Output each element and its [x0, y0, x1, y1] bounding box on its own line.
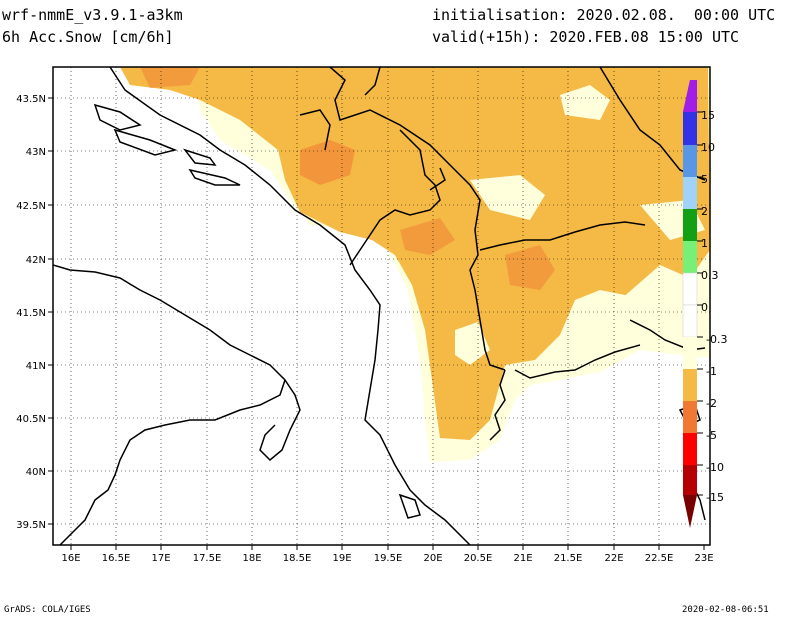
lon-label: 17E	[151, 553, 170, 564]
border-1	[329, 67, 506, 371]
legend-label: 15	[701, 109, 715, 122]
border-8	[489, 369, 506, 441]
valid-time: valid(+15h): 2020.FEB.08 15:00 UTC	[432, 28, 740, 46]
island-2	[113, 128, 178, 156]
lon-label: 20.5E	[464, 553, 493, 564]
lat-labels: 43.5N 43N 42.5N 42N 41.5N 41N 40.5N 40N …	[16, 94, 46, 531]
lon-labels: 16E 16.5E 17E 17.5E 18E 18.5E 19E 19.5E …	[61, 553, 713, 564]
snow-dark-3	[400, 218, 455, 255]
legend-swatch	[683, 337, 697, 369]
border-11	[429, 167, 446, 191]
legend-swatch	[683, 433, 697, 465]
lon-label: 22.5E	[645, 553, 674, 564]
legend-label: -0.3	[706, 333, 727, 346]
island-1	[93, 103, 142, 131]
snow-field	[120, 67, 710, 462]
color-legend: 15 10 5 2 1 0.3 0 -0.3 -1 -2 -5 -10 -15	[682, 80, 727, 528]
axis-ticks	[48, 97, 705, 550]
border-7	[514, 344, 641, 379]
adriatic-east-coast	[109, 67, 471, 545]
snow-orange-area	[120, 67, 710, 440]
border-3	[299, 109, 331, 151]
snow-gap-3	[455, 322, 490, 365]
legend-label: -10	[706, 461, 724, 474]
legend-label: -15	[706, 491, 724, 504]
model-title: wrf-nmmE_v3.9.1-a3km	[2, 6, 183, 24]
island-3	[182, 148, 217, 166]
legend-label: -5	[706, 429, 717, 442]
grid-lines	[53, 67, 710, 545]
lat-label: 43N	[26, 147, 46, 158]
snow-gap-4	[560, 85, 610, 120]
lat-label: 40.5N	[16, 414, 46, 425]
footer-credit: GrADS: COLA/IGES	[4, 605, 91, 615]
snow-dark-4	[140, 67, 200, 88]
legend-swatch	[683, 145, 697, 177]
legend-swatch	[683, 401, 697, 433]
lat-label: 43.5N	[16, 94, 46, 105]
border-2	[364, 67, 381, 96]
lon-label: 21.5E	[554, 553, 583, 564]
border-4	[349, 129, 441, 266]
footer-timestamp: 2020-02-08-06:51	[682, 605, 769, 615]
lon-label: 18.5E	[283, 553, 312, 564]
legend-swatch	[682, 272, 698, 306]
italy-coast	[53, 264, 286, 545]
lat-label: 41N	[26, 361, 46, 372]
legend-label: 1	[701, 237, 708, 250]
legend-label: 0	[701, 301, 708, 314]
island-4	[188, 168, 241, 186]
legend-bottom-arrow	[683, 495, 697, 528]
legend-swatch	[683, 112, 697, 145]
legend-label: 0.3	[701, 269, 719, 282]
lat-label: 40N	[26, 467, 46, 478]
lon-label: 17.5E	[193, 553, 222, 564]
lon-label: 21E	[513, 553, 532, 564]
italy-heel	[259, 379, 301, 462]
legend-swatch	[683, 369, 697, 401]
snow-gap-2	[470, 175, 545, 220]
lat-label: 41.5N	[16, 308, 46, 319]
lon-label: 16.5E	[102, 553, 131, 564]
legend-label: 10	[701, 141, 715, 154]
legend-swatch	[683, 465, 697, 495]
legend-swatch	[683, 241, 697, 273]
field-title: 6h Acc.Snow [cm/6h]	[2, 28, 174, 46]
legend-swatch	[683, 209, 697, 241]
lon-label: 20E	[423, 553, 442, 564]
lon-label: 19.5E	[374, 553, 403, 564]
legend-label: -2	[706, 397, 717, 410]
legend-label: 2	[701, 205, 708, 218]
border-5	[479, 221, 646, 251]
legend-label: -1	[706, 365, 717, 378]
lon-label: 23E	[694, 553, 713, 564]
snow-gap-1	[598, 290, 660, 335]
lat-label: 42N	[26, 255, 46, 266]
init-time: initialisation: 2020.02.08. 00:00 UTC	[432, 6, 776, 24]
island-5	[398, 493, 421, 519]
legend-label: 5	[701, 173, 708, 186]
lat-label: 42.5N	[16, 201, 46, 212]
lon-label: 16E	[61, 553, 80, 564]
snow-dark-2	[505, 245, 555, 290]
lon-label: 19E	[332, 553, 351, 564]
map-frame	[52, 66, 711, 546]
legend-swatch	[683, 177, 697, 209]
lat-label: 39.5N	[16, 520, 46, 531]
lon-label: 18E	[242, 553, 261, 564]
lon-label: 22E	[604, 553, 623, 564]
legend-swatch	[682, 304, 698, 338]
